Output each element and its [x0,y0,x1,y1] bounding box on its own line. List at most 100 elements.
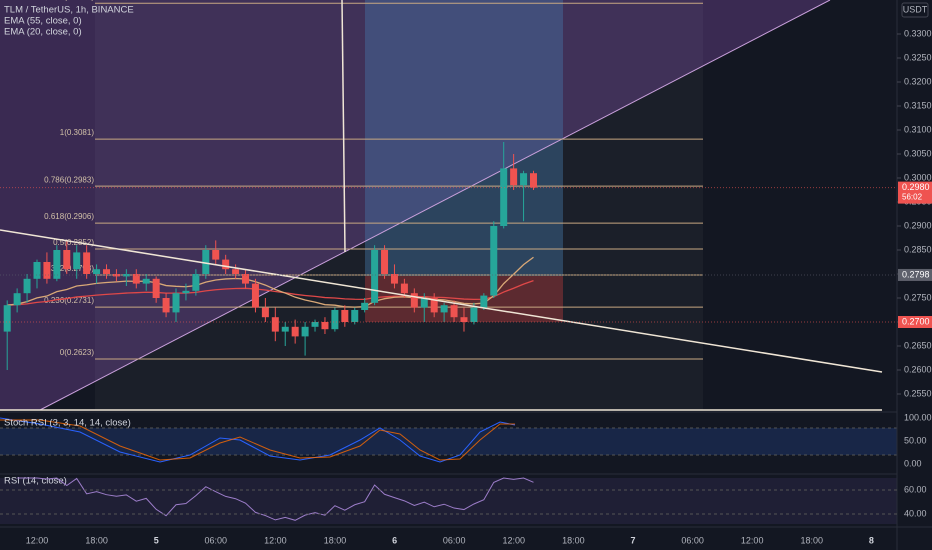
candle-body [212,250,220,260]
time-label: 18:00 [324,535,347,545]
candle-body [311,322,319,327]
indicator-label: EMA (20, close, 0) [4,27,82,38]
position-target [365,0,563,276]
candle-body [351,310,359,322]
candle-body [281,326,289,332]
price-label: 0.2900 [904,220,932,230]
price-label: 0.3250 [904,52,932,62]
candle-body [371,250,379,303]
ema-55 [7,280,534,306]
price-label: 0.3100 [904,124,932,134]
time-label: 7 [630,535,635,545]
time-label: 6 [392,535,397,545]
fib-label: 1(0.3081) [60,128,95,137]
time-label: 5 [154,535,159,545]
time-label: 12:00 [503,535,526,545]
trend-line [0,229,883,373]
candle-body [93,269,101,274]
candle-body [400,283,408,294]
price-label: 0.2550 [904,388,932,398]
candle-body [490,226,498,296]
candle-body [341,310,349,322]
price-label: 0.2650 [904,340,932,350]
price-marker-label: 0.2700 [902,316,930,326]
fib-label: 0.236(0.2731) [44,296,94,305]
fan-line [39,0,831,411]
time-label: 12:00 [741,535,764,545]
candle-body [251,283,259,308]
candle-body [152,278,160,298]
candle-body [410,293,418,308]
price-marker-box [898,268,932,281]
price-marker-label: 0.2980 [902,182,930,192]
candle-body [73,252,81,270]
candle-body [361,302,369,310]
candle-body [142,278,150,284]
rsi-label: RSI (14, close) [4,476,67,487]
fib-levels: 1.618(0.3364) 1(0.3081) 0.786(0.2983) 0.618… [44,0,703,360]
countdown: 56:02 [902,193,923,202]
candle-body [420,298,428,308]
fib-label: 0.5(0.2852) [53,238,94,247]
rsi-line [17,477,534,521]
price-label: 0.3050 [904,148,932,158]
rsi-band [0,478,897,524]
time-label: 06:00 [205,535,228,545]
candle-body [529,173,537,188]
price-marker-label: 0.2798 [902,269,930,279]
candle-body [301,326,309,337]
candle-body [440,305,448,313]
stoch-label: Stoch RSI (3, 3, 14, 14, close) [4,418,131,429]
candle-body [63,250,71,270]
candle-body [103,269,110,274]
stoch-tick: 100.00 [904,412,932,422]
candle-body [381,250,389,274]
candle-body [112,274,120,277]
currency: USDT [903,4,928,14]
price-label: 0.2600 [904,364,932,374]
time-label: 18:00 [562,535,585,545]
time-label: 18:00 [801,535,824,545]
candle-body [53,250,61,279]
vertical-line [341,0,346,253]
candle-body [331,310,339,330]
candle-body [261,307,269,318]
stoch-d [0,419,515,461]
axes: 0.3300 0.3250 0.3200 0.3150 0.3100 0.3050 0.30… [0,28,932,545]
candle-body [222,259,230,270]
candle-body [480,295,488,308]
time-label: 18:00 [85,535,108,545]
price-label: 0.3000 [904,172,932,182]
price-label: 0.2850 [904,244,932,254]
candle-body [510,168,518,186]
candle-body [13,293,21,306]
candle-body [470,307,478,322]
candle-body [3,305,11,332]
candle-body [182,290,190,294]
price-marker-box [898,316,932,328]
candle-body [390,274,398,284]
price-label: 0.2750 [904,292,932,302]
candle-body [271,317,279,332]
price-marker-box [898,181,932,204]
symbol-title: TLM / TetherUS, 1h, BINANCE [4,5,134,16]
candle-body [291,326,299,337]
ema-20 [7,256,534,308]
rsi-pane [17,477,534,521]
candle-body [232,269,240,274]
candle-body [242,274,250,284]
time-label: 8 [869,535,874,545]
candle-body [430,298,438,313]
candle-body [192,274,200,291]
candle-body [202,250,210,274]
candle-body [450,305,458,318]
price-label: 0.3150 [904,100,932,110]
candle-body [172,293,180,313]
time-label: 06:00 [443,535,466,545]
ema-lines [7,256,534,308]
candle-body [132,274,140,284]
candle-body [23,278,31,294]
candle-body [500,168,508,226]
rsi-tick: 40.00 [904,508,927,518]
